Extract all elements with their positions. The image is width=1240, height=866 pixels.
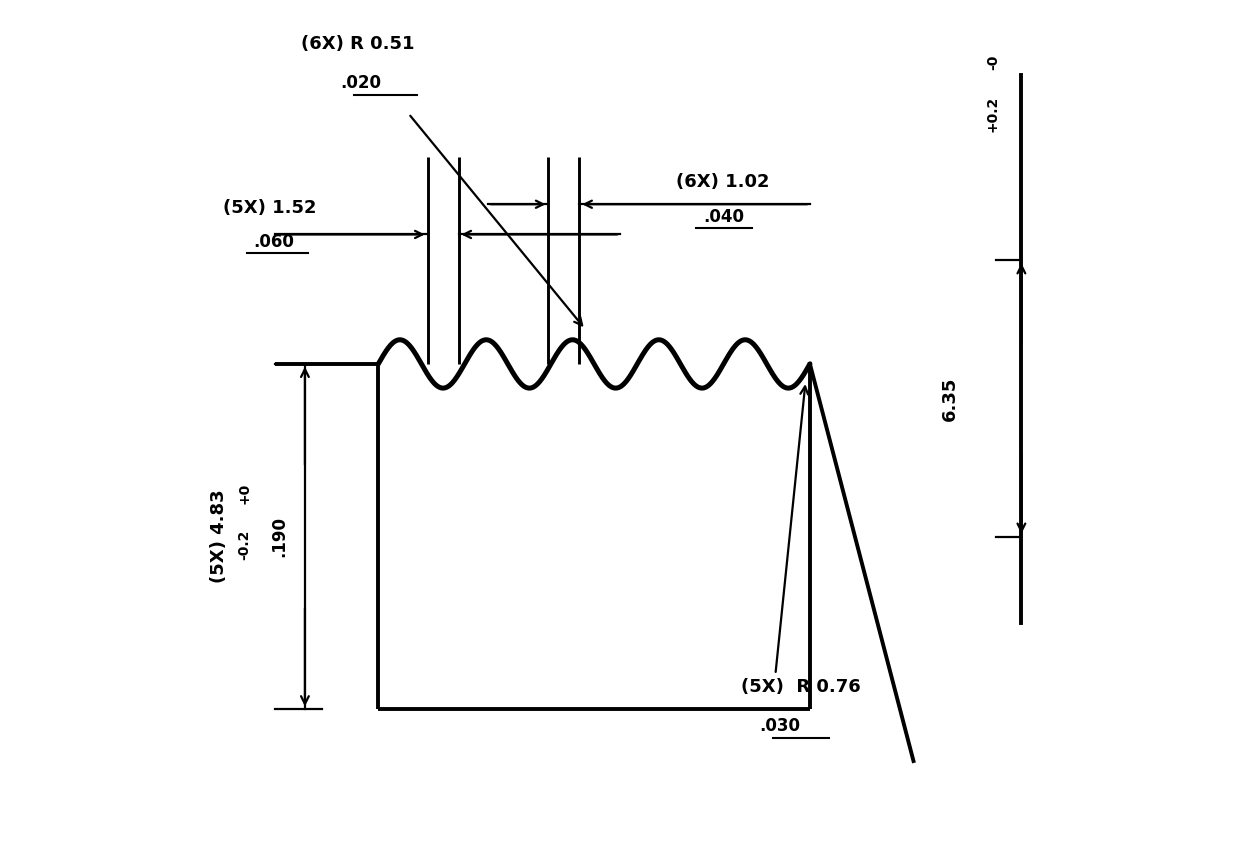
Text: +0: +0 [238,483,252,504]
Text: .040: .040 [703,208,744,225]
Text: -0: -0 [986,55,999,69]
Text: (5X) 1.52: (5X) 1.52 [223,199,316,216]
Text: 6.35: 6.35 [941,377,959,421]
Text: (5X)  R 0.76: (5X) R 0.76 [740,678,861,696]
Text: +0.2: +0.2 [986,95,999,132]
Text: (6X) 1.02: (6X) 1.02 [676,173,770,191]
Text: .020: .020 [341,74,382,92]
Text: -0.2: -0.2 [238,530,252,560]
Text: .060: .060 [253,234,294,251]
Text: (6X) R 0.51: (6X) R 0.51 [300,35,414,53]
Text: (5X) 4.83: (5X) 4.83 [210,490,228,584]
Text: .190: .190 [270,516,288,557]
Text: .030: .030 [759,717,800,735]
